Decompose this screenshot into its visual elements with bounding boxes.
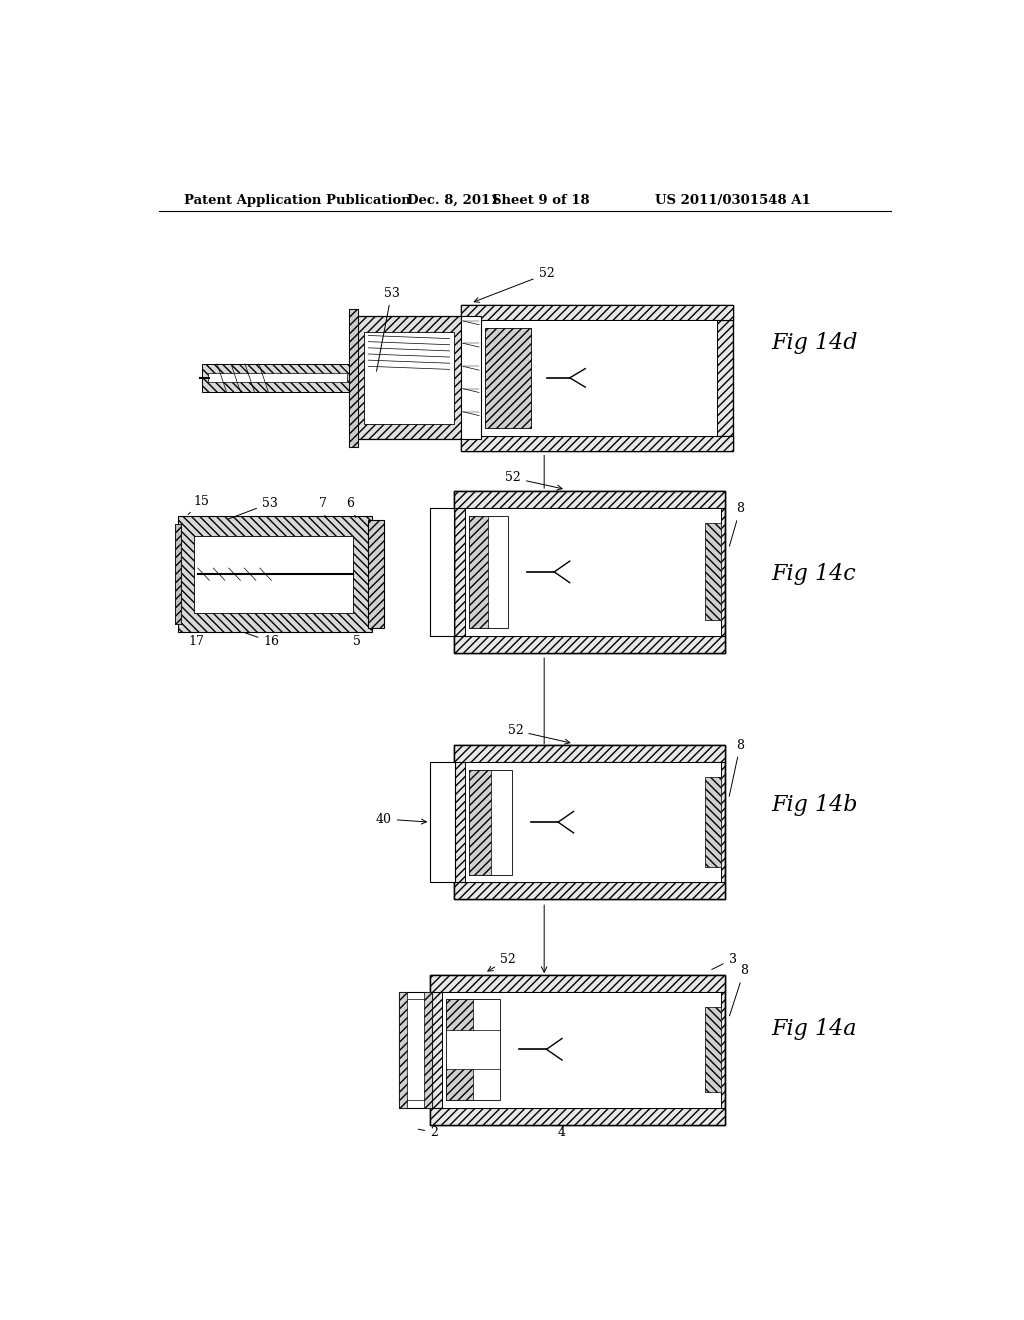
Bar — [208, 374, 346, 383]
Bar — [352, 317, 465, 440]
Bar — [399, 991, 407, 1107]
Text: 8: 8 — [729, 964, 749, 1016]
Text: 53: 53 — [377, 286, 399, 371]
Bar — [477, 321, 717, 436]
Text: 2: 2 — [418, 1126, 438, 1139]
Bar — [194, 536, 352, 612]
Bar — [349, 309, 358, 447]
Text: 40: 40 — [376, 813, 426, 825]
Bar — [445, 1030, 500, 1069]
Bar — [369, 520, 384, 628]
Bar — [454, 744, 725, 762]
Bar — [178, 516, 372, 632]
Bar — [484, 327, 531, 428]
Bar — [465, 508, 721, 636]
Bar — [461, 436, 732, 451]
Text: Fig 14a: Fig 14a — [771, 1018, 857, 1040]
Bar — [465, 762, 721, 882]
Text: 53: 53 — [227, 496, 278, 519]
Bar — [706, 777, 721, 867]
Text: 5: 5 — [353, 632, 365, 648]
Bar — [445, 999, 500, 1100]
Bar — [706, 1007, 721, 1093]
Bar — [403, 999, 428, 1100]
Text: 52: 52 — [508, 723, 570, 744]
Text: 7: 7 — [319, 496, 328, 517]
Bar — [454, 744, 725, 899]
Text: US 2011/0301548 A1: US 2011/0301548 A1 — [655, 194, 811, 207]
Text: 8: 8 — [729, 502, 744, 546]
Bar — [706, 1007, 721, 1093]
Bar — [461, 305, 732, 321]
Bar — [461, 317, 480, 440]
Text: Sheet 9 of 18: Sheet 9 of 18 — [493, 194, 590, 207]
Bar — [174, 524, 180, 624]
Bar — [399, 991, 432, 1107]
Bar — [469, 770, 512, 874]
Bar — [365, 331, 454, 424]
Text: 52: 52 — [505, 471, 562, 490]
Bar — [430, 974, 725, 1125]
Text: 52: 52 — [474, 268, 554, 302]
Text: Patent Application Publication: Patent Application Publication — [183, 194, 411, 207]
Text: 16: 16 — [246, 632, 280, 648]
Bar — [461, 436, 732, 451]
Bar — [454, 491, 725, 653]
Bar — [454, 744, 725, 899]
Bar — [461, 305, 732, 451]
Text: Fig 14b: Fig 14b — [771, 795, 858, 816]
Bar — [430, 762, 455, 882]
Bar — [454, 882, 725, 899]
Text: 52: 52 — [487, 953, 516, 972]
Text: 6: 6 — [346, 496, 355, 517]
Bar — [349, 309, 358, 447]
Text: 4: 4 — [558, 1126, 566, 1139]
Bar — [430, 974, 725, 991]
Text: 3: 3 — [712, 953, 736, 969]
Text: Fig 14d: Fig 14d — [771, 333, 858, 354]
Bar — [454, 491, 725, 653]
Bar — [706, 524, 721, 620]
Bar — [442, 991, 721, 1107]
Text: 17: 17 — [182, 632, 204, 648]
Bar — [202, 364, 352, 392]
Bar — [430, 1107, 725, 1125]
Bar — [706, 524, 721, 620]
Bar — [454, 636, 725, 653]
Bar — [469, 770, 490, 874]
Bar — [454, 491, 725, 508]
Text: 15: 15 — [188, 495, 210, 515]
Bar — [430, 508, 454, 636]
Bar — [469, 516, 488, 628]
Text: 8: 8 — [729, 739, 744, 796]
Bar — [484, 327, 531, 428]
Bar — [424, 991, 432, 1107]
Bar — [706, 777, 721, 867]
Bar — [469, 516, 508, 628]
Text: Fig 14c: Fig 14c — [771, 564, 856, 585]
Bar — [445, 999, 473, 1100]
Bar — [430, 974, 725, 1125]
Text: Dec. 8, 2011: Dec. 8, 2011 — [407, 194, 500, 207]
Bar — [174, 524, 180, 624]
Bar — [461, 305, 732, 321]
